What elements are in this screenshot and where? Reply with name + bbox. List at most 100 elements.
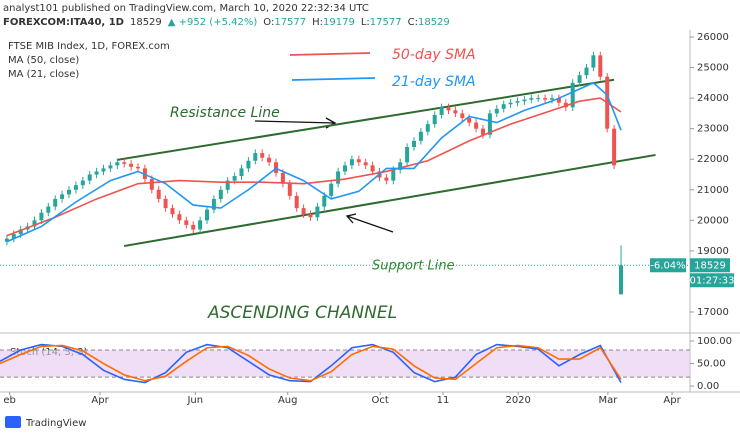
annotation: 21-day SMA [392,74,476,90]
logo-icon [5,416,21,428]
candle-body [156,189,161,199]
o-label: O: [263,17,274,28]
symbol-line: FOREXCOM:ITA40, 1D 18529 ▲ +952 (+5.42%) O:… [3,17,450,28]
symbol: FOREXCOM:ITA40, 1D [3,17,124,28]
candle-body [108,165,113,169]
candle-body [460,113,465,118]
trend-line [117,78,615,161]
candle-body [467,117,472,123]
x-tick-label: Apr [91,395,109,406]
last-price: 18529 [130,17,162,28]
y-tick-label: 0.00 [697,381,719,392]
candle-body [619,265,623,295]
candle-body [129,163,134,167]
candle-body [184,220,189,225]
h-label: H: [312,17,323,28]
candle-body [384,177,389,181]
candle-body [198,220,203,230]
candle-body [18,229,23,235]
x-tick-label: 2020 [505,395,530,406]
candle-body [398,162,403,170]
candle-body [53,198,58,207]
candle-body [612,128,617,166]
price-tag-text: 18529 [694,260,726,271]
candle-body [508,102,513,105]
h-value: 19179 [323,17,355,28]
candle-body [280,172,285,184]
candle-body [343,165,347,172]
candle-body [253,153,258,161]
candle-body [287,183,292,196]
y-tick-label: 17000 [697,307,729,318]
chart-title: FTSE MIB Index, 1D, FOREX.com [8,41,170,52]
y-tick-label: 22000 [697,154,729,165]
candle-body [87,174,92,181]
candle-body [487,113,492,135]
y-tick-label: 26000 [697,32,729,43]
candle-body [60,194,65,199]
c-value: 18529 [418,17,450,28]
candle-body [501,104,506,109]
annotation-swatch [289,52,371,56]
candle-body [239,168,244,177]
x-tick-label: Mar [598,395,618,406]
line-series [6,81,622,243]
candle-body [322,195,327,207]
l-value: 17577 [370,17,402,28]
annotation: ASCENDING CHANNEL [207,303,397,323]
countdown-text: 01:27:33 [690,275,735,286]
legend-entry: MA (21, close) [8,69,79,80]
x-tick-label: Aug [278,395,298,406]
o-value: 17577 [274,17,306,28]
change-tag [650,258,686,273]
candle-body [363,162,368,166]
candle-body [67,189,71,195]
y-tick-label: 50.00 [697,359,726,370]
candle-body [446,107,451,111]
candle-body [329,183,334,196]
candle-body [577,75,582,83]
trend-line [124,153,656,247]
candle-body [73,185,78,190]
candle-body [177,214,182,221]
candle-body [149,179,154,190]
y-tick-label: 20000 [697,215,729,226]
y-tick-label: 19000 [697,246,729,257]
candle-body [211,198,216,210]
candle-body [246,160,251,169]
candle-body [439,107,444,115]
candle-body [315,206,320,218]
price-tag [690,258,730,273]
annotation: 50-day SMA [392,47,476,63]
annotation: Resistance Line [170,105,280,121]
candle-body [301,208,306,215]
candle-body [550,98,554,100]
candle-body [115,162,120,166]
candle-body [225,180,230,190]
x-tick-label: Apr [663,395,681,406]
x-tick-label: eb [3,395,16,406]
change: ▲ +952 (+5.42%) [168,17,258,28]
y-tick-label: 21000 [697,185,729,196]
x-tick-label: Jun [186,395,203,406]
change-tag-text: -6.04% [650,260,685,271]
logo: TradingView [5,416,86,429]
annotation-swatch [291,77,376,81]
candle-body [46,206,51,213]
candle-body [570,82,575,108]
publisher: analyst101 published on TradingView.com,… [3,3,369,14]
candle-body [260,153,265,158]
candle-body [556,98,561,103]
candle-body [32,220,37,227]
x-tick-label: Oct [372,395,389,406]
candle-body [205,209,209,221]
candle-body [370,165,375,172]
candle-body [218,189,223,199]
candle-body [11,234,16,239]
x-tick-label: 11 [437,395,450,406]
c-label: C: [408,17,418,28]
candle-body [584,67,589,76]
candle-body [391,169,396,181]
line-series [6,97,622,237]
